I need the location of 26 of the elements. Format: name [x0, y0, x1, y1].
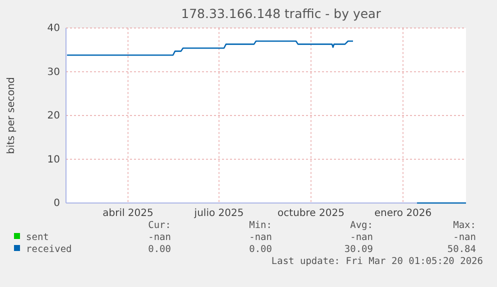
legend-label: received: [26, 244, 72, 255]
x-tick-label: enero 2026: [374, 208, 432, 220]
text: -nan: [249, 232, 272, 243]
text: -nan: [148, 232, 171, 243]
y-tick-label: 30: [47, 66, 60, 78]
text: Cur:: [148, 220, 171, 231]
x-tick-label: julio 2025: [193, 208, 244, 220]
y-tick-label: 20: [47, 110, 60, 122]
text: 0.00: [249, 244, 272, 255]
text: 0.00: [148, 244, 172, 255]
y-tick-label: 40: [47, 23, 60, 34]
text: Last update: Fri Mar 20 01:05:20 2026: [271, 256, 484, 267]
y-tick-label: 10: [47, 154, 60, 166]
y-tick-label: 0: [54, 198, 60, 210]
text: Max:: [453, 220, 476, 231]
text: 50.84: [447, 244, 476, 255]
x-tick-label: octubre 2025: [278, 208, 344, 220]
chart-title: 178.33.166.148 traffic - by year: [181, 6, 382, 21]
text: Min:: [249, 220, 272, 231]
text: 30.09: [344, 244, 374, 255]
text: Avg:: [350, 220, 373, 231]
text: -nan: [453, 232, 476, 243]
text: -nan: [350, 232, 373, 243]
y-axis-title: bits per second: [6, 77, 17, 154]
legend-label: sent: [26, 232, 49, 243]
x-tick-label: abril 2025: [102, 208, 154, 220]
